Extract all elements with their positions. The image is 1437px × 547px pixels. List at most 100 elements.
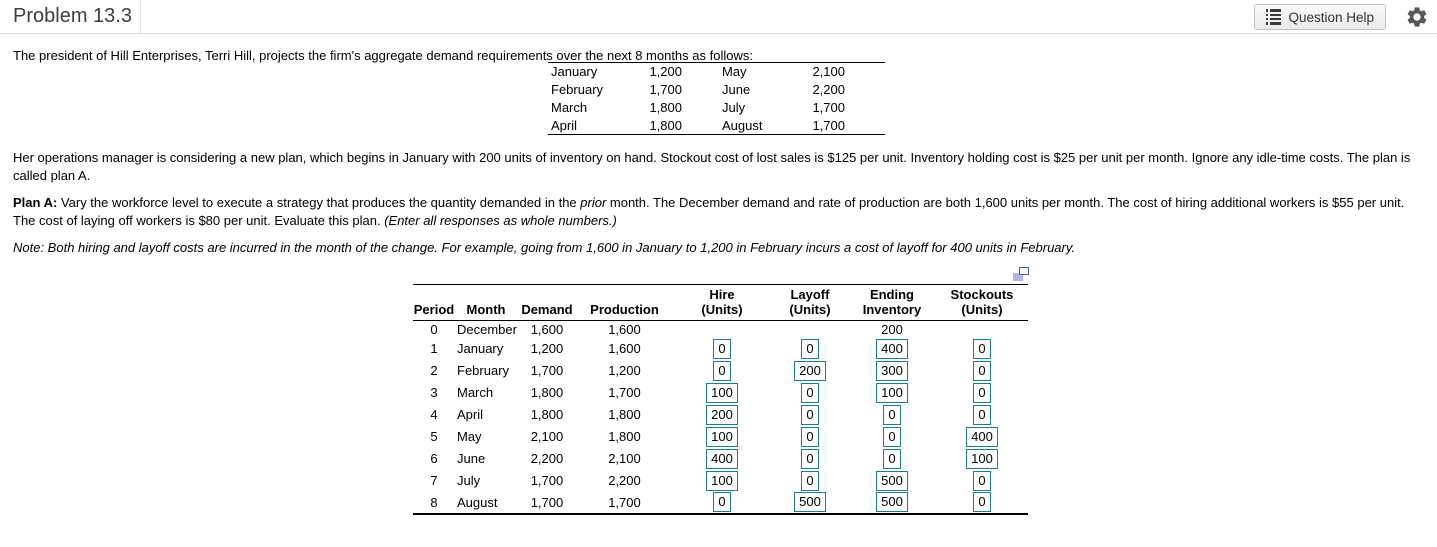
results-cell-stockouts: 0 — [936, 404, 1028, 426]
results-table-body: 0 December 1,600 1,600 200 1 January 1,200 1,600… — [413, 321, 1028, 514]
demand-cell-m1: January — [551, 64, 598, 80]
list-icon — [1265, 9, 1282, 25]
results-cell-demand: 1,700 — [530, 473, 564, 488]
results-cell-layoff: 0 — [772, 382, 848, 404]
answer-box-ending[interactable]: 400 — [876, 338, 908, 359]
results-cell-ending: 0 — [848, 404, 936, 426]
results-cell-layoff: 500 — [772, 492, 848, 514]
results-cell-hire: 100 — [672, 382, 772, 404]
answer-box-ending[interactable]: 0 — [883, 426, 901, 447]
answer-box-hire[interactable]: 100 — [706, 470, 738, 491]
results-cell-period: 5 — [430, 429, 438, 444]
results-row: 3 March 1,800 1,700 100 0 100 0 — [413, 382, 1028, 404]
results-cell-hire: 200 — [672, 404, 772, 426]
results-cell-stockouts: 0 — [936, 382, 1028, 404]
results-cell-period: 3 — [430, 385, 438, 400]
answer-box-layoff[interactable]: 0 — [801, 404, 819, 425]
demand-cell-v2: 2,200 — [812, 82, 845, 97]
results-cell-ending: 500 — [848, 492, 936, 514]
answer-box-stockouts[interactable]: 0 — [973, 492, 991, 512]
results-cell-hire: 0 — [672, 360, 772, 382]
demand-cell-m1: February — [551, 82, 604, 97]
answer-box-hire[interactable]: 100 — [706, 426, 738, 447]
results-col-header-2: Demand — [516, 284, 577, 321]
answer-box-hire[interactable]: 0 — [713, 360, 731, 381]
answer-box-stockouts[interactable]: 0 — [973, 360, 991, 381]
results-cell-period: 4 — [430, 407, 438, 422]
answer-box-ending[interactable]: 100 — [876, 382, 908, 403]
results-cell-hire: 100 — [672, 470, 772, 492]
results-row: 4 April 1,800 1,800 200 0 0 0 — [413, 404, 1028, 426]
answer-box-layoff[interactable]: 0 — [801, 470, 819, 491]
gear-icon[interactable] — [1405, 5, 1429, 29]
results-cell-production: 2,100 — [608, 451, 641, 466]
results-cell-demand: 1,600 — [530, 321, 564, 337]
answer-box-layoff[interactable]: 0 — [801, 338, 819, 359]
intro-paragraph: The president of Hill Enterprises, Terri… — [13, 48, 753, 63]
demand-cell-m2: August — [722, 117, 763, 133]
results-cell-month: April — [457, 407, 484, 422]
results-cell-ending: 400 — [848, 338, 936, 360]
results-cell-stockouts: 0 — [936, 338, 1028, 360]
results-cell-layoff: 0 — [772, 338, 848, 360]
answer-box-ending[interactable]: 0 — [883, 448, 901, 469]
top-bar: Problem 13.3 Question Help — [0, 0, 1437, 34]
popout-table-icon[interactable] — [1013, 267, 1029, 281]
question-help-label: Question Help — [1288, 9, 1374, 25]
answer-box-stockouts[interactable]: 0 — [973, 404, 991, 425]
answer-box-ending[interactable]: 0 — [883, 404, 901, 425]
results-cell-stockouts: 100 — [936, 448, 1028, 470]
answer-box-stockouts[interactable]: 0 — [973, 338, 991, 359]
results-cell-demand: 1,700 — [530, 363, 564, 378]
answer-box-hire[interactable]: 0 — [713, 338, 731, 359]
results-cell-month: May — [457, 429, 482, 444]
question-help-button[interactable]: Question Help — [1253, 4, 1386, 30]
results-col-header-6: Ending Inventory — [847, 284, 936, 321]
results-cell-production: 1,800 — [608, 429, 641, 444]
plan-a-instruction: (Enter all responses as whole numbers.) — [384, 212, 617, 228]
answer-box-layoff[interactable]: 0 — [801, 382, 819, 403]
answer-box-hire[interactable]: 200 — [706, 404, 738, 425]
answer-box-ending[interactable]: 300 — [876, 360, 908, 381]
answer-box-stockouts[interactable]: 0 — [973, 470, 991, 491]
demand-table: January 1,200 May 2,100 February 1,700 June 2,2… — [548, 62, 885, 135]
results-cell-production: 1,200 — [608, 363, 641, 378]
title-divider — [140, 0, 141, 33]
results-table: Period Month Demand Production Hire (Units) La… — [413, 284, 1028, 515]
demand-table-body: January 1,200 May 2,100 February 1,700 June 2,2… — [548, 63, 885, 135]
results-cell-layoff: 200 — [772, 360, 848, 382]
plan-intro-paragraph: Her operations manager is considering a … — [13, 150, 1411, 183]
demand-row: March 1,800 July 1,700 — [548, 99, 885, 117]
answer-box-stockouts[interactable]: 100 — [966, 448, 998, 469]
answer-box-stockouts[interactable]: 0 — [973, 382, 991, 403]
results-cell-month: June — [457, 451, 486, 466]
results-cell-month: December — [457, 321, 517, 337]
demand-cell-v2: 2,100 — [812, 64, 845, 80]
answer-box-stockouts[interactable]: 400 — [966, 426, 998, 447]
results-row: 1 January 1,200 1,600 0 0 400 0 — [413, 338, 1028, 360]
answer-box-ending[interactable]: 500 — [876, 470, 908, 491]
results-col-header-0: Period — [413, 284, 455, 321]
plan-a-paragraph: Plan A: Vary the workforce level to exec… — [13, 194, 1427, 229]
answer-box-layoff[interactable]: 500 — [794, 492, 826, 512]
page-title: Problem 13.3 — [13, 5, 132, 27]
answer-box-layoff[interactable]: 0 — [801, 448, 819, 469]
results-col-header-7: Stockouts (Units) — [935, 284, 1028, 321]
results-row: 5 May 2,100 1,800 100 0 0 400 — [413, 426, 1028, 448]
results-cell-demand: 1,700 — [530, 494, 564, 510]
answer-box-ending[interactable]: 500 — [876, 492, 908, 512]
plan-a-text-1: Vary the workforce level to execute a st… — [57, 195, 581, 210]
answer-box-layoff[interactable]: 0 — [801, 426, 819, 447]
results-cell-demand: 2,200 — [530, 451, 564, 466]
results-header-row: Period Month Demand Production Hire (Units) La… — [413, 284, 1028, 321]
results-cell-stockouts — [936, 321, 1028, 338]
answer-box-hire[interactable]: 0 — [713, 492, 731, 512]
results-cell-production: 2,200 — [608, 473, 641, 488]
answer-box-hire[interactable]: 400 — [706, 448, 738, 469]
results-row: 6 June 2,200 2,100 400 0 0 100 — [413, 448, 1028, 470]
answer-box-layoff[interactable]: 200 — [794, 360, 826, 381]
results-cell-stockouts: 400 — [936, 426, 1028, 448]
demand-cell-v1: 1,800 — [649, 100, 682, 115]
demand-cell-v2: 1,700 — [812, 117, 845, 133]
answer-box-hire[interactable]: 100 — [706, 382, 738, 403]
